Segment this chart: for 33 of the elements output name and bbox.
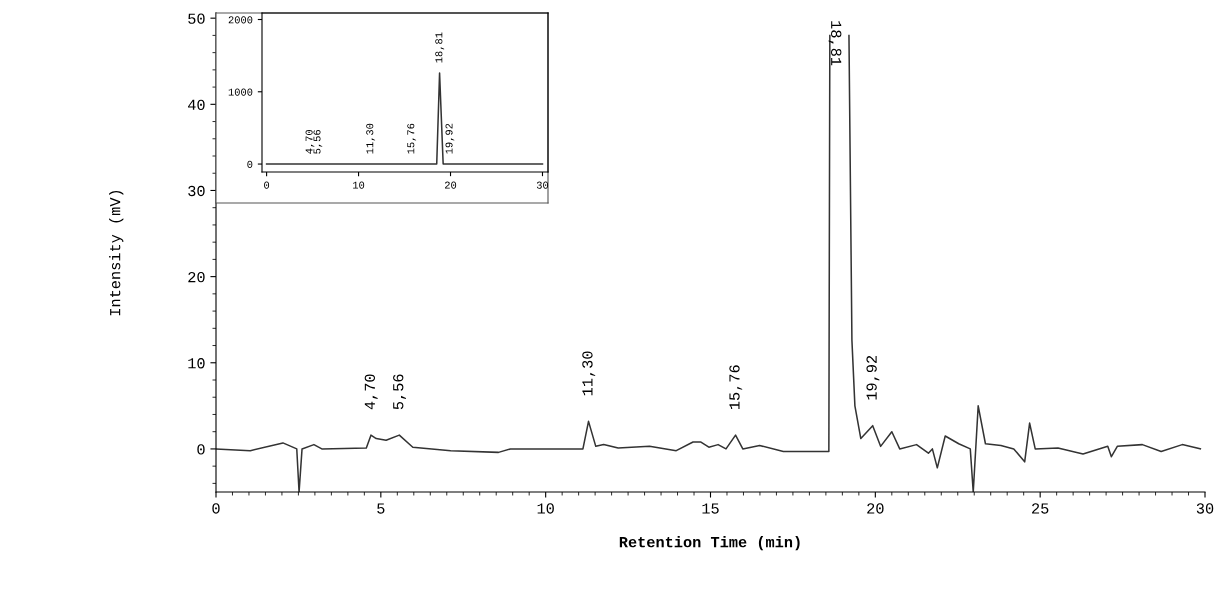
x-tick-label: 0 <box>212 503 220 514</box>
annotation: 4,70 <box>305 129 315 154</box>
x-tick-label: 10 <box>537 503 554 514</box>
annotation: 19,92 <box>866 355 880 400</box>
y-tick-label: 10 <box>188 358 205 369</box>
annotation: 18,81 <box>828 21 842 66</box>
y-tick-label: 2000 <box>228 16 253 24</box>
x-tick-label: 15 <box>702 503 719 514</box>
x-tick-label: 10 <box>353 181 365 189</box>
annotation: 11,30 <box>582 351 596 396</box>
y-tick-label: 0 <box>197 444 205 455</box>
y-tick-label: 50 <box>188 13 205 24</box>
y-tick-label: 20 <box>188 271 205 283</box>
x-tick-label: 30 <box>1196 503 1214 514</box>
y-tick-label: 40 <box>188 99 205 111</box>
x-axis-title: Retention Time (min) <box>619 536 800 551</box>
annotation: 15,76 <box>729 365 743 410</box>
x-tick-label: 30 <box>536 181 549 189</box>
annotation: 11,30 <box>366 123 376 154</box>
x-tick-label: 20 <box>867 503 884 514</box>
annotation: 15,76 <box>407 123 417 154</box>
annotation: 4,70 <box>364 374 378 410</box>
y-tick-label: 1000 <box>228 88 253 96</box>
annotation: 5,56 <box>393 374 406 410</box>
y-axis-title: Intensity (mV) <box>109 190 124 316</box>
x-tick-label: 5 <box>377 503 385 514</box>
annotation: 5,56 <box>313 130 323 154</box>
annotation: 19,92 <box>445 123 455 154</box>
x-tick-label: 20 <box>445 181 457 189</box>
x-tick-label: 25 <box>1032 503 1049 514</box>
y-tick-label: 0 <box>247 160 253 168</box>
annotation: 18,81 <box>435 32 445 63</box>
x-tick-label: 0 <box>264 181 270 189</box>
